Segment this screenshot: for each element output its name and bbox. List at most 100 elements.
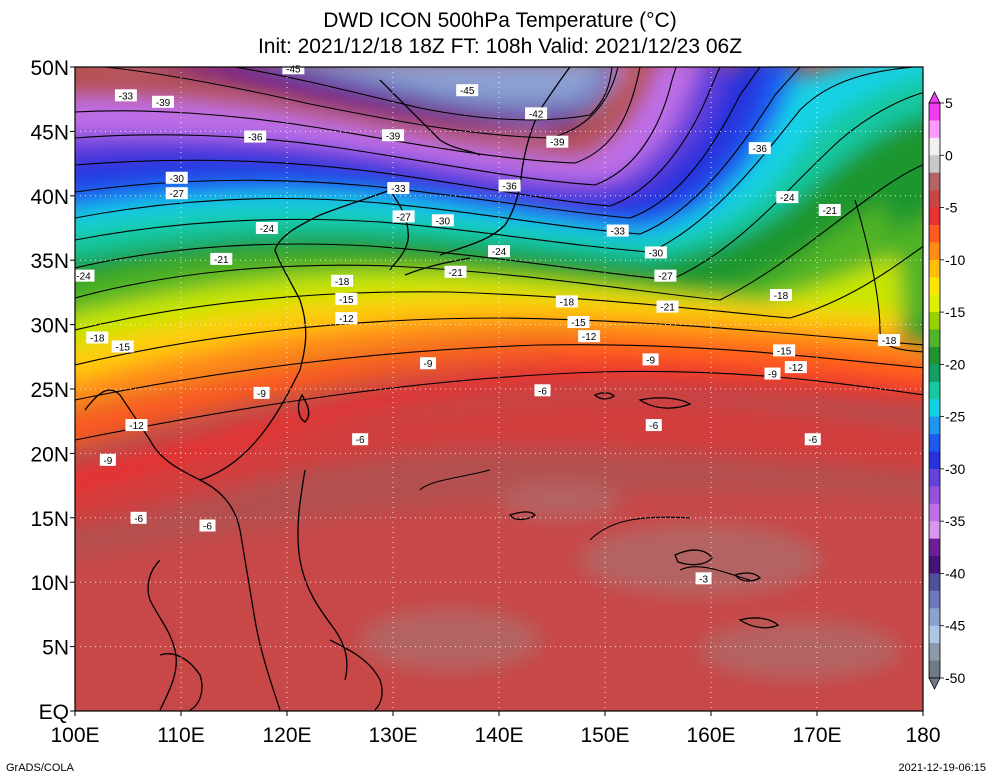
svg-text:-18: -18 xyxy=(560,297,575,308)
colorbar-label: -35 xyxy=(945,513,965,529)
contour-label: -21 xyxy=(656,300,679,314)
y-tick-label: 50N xyxy=(30,57,69,80)
contour-label: -15 xyxy=(773,344,796,357)
svg-text:-9: -9 xyxy=(768,370,777,381)
colorbar-swatch xyxy=(929,103,940,121)
x-tick-label: 170E xyxy=(792,724,841,747)
colorbar: 5 0 -5 -10 -15 -20 -25 -30 -35 -40 -45 -50 xyxy=(928,91,965,690)
map-subtitle: Init: 2021/12/18 18Z FT: 108h Valid: 202… xyxy=(257,35,743,58)
svg-text:-3: -3 xyxy=(699,574,708,585)
svg-text:-27: -27 xyxy=(396,212,411,223)
colorbar-label: -45 xyxy=(945,618,965,634)
svg-text:-15: -15 xyxy=(571,318,586,329)
coastlines xyxy=(84,67,780,711)
svg-text:-12: -12 xyxy=(129,421,144,432)
contour-label: -6 xyxy=(199,519,216,533)
colorbar-top-arrow xyxy=(928,91,941,104)
colorbar-swatch xyxy=(929,538,940,557)
svg-text:-6: -6 xyxy=(356,435,365,446)
svg-text:-18: -18 xyxy=(90,333,105,344)
colorbar-swatch xyxy=(929,207,940,226)
svg-text:-24: -24 xyxy=(260,224,275,235)
contour-label: -18 xyxy=(878,334,901,347)
contour-label: -3 xyxy=(695,572,712,585)
svg-text:-27: -27 xyxy=(170,189,185,200)
temperature-contours xyxy=(75,67,923,581)
y-tick-label: 45N xyxy=(30,121,69,144)
contour-label: -9 xyxy=(419,357,436,370)
colorbar-swatch xyxy=(929,660,940,679)
contour-label: -27 xyxy=(165,187,188,200)
contour-label: -6 xyxy=(645,419,662,432)
svg-text:-9: -9 xyxy=(424,359,433,370)
svg-text:-24: -24 xyxy=(780,193,795,204)
colorbar-swatch xyxy=(929,625,940,644)
contour-label: -21 xyxy=(210,252,233,266)
colorbar-swatch xyxy=(929,346,940,365)
colorbar-swatch xyxy=(929,172,940,191)
contour-label: -27 xyxy=(654,269,677,283)
svg-text:-12: -12 xyxy=(339,314,354,325)
colorbar-label: 5 xyxy=(945,95,953,111)
colorbar-swatch xyxy=(929,381,940,400)
svg-text:-18: -18 xyxy=(335,277,350,288)
contour-label: -39 xyxy=(382,129,404,142)
contour-label: -15 xyxy=(111,340,134,353)
colorbar-swatch xyxy=(929,434,940,452)
contour-label: -45 xyxy=(282,62,305,75)
svg-text:-30: -30 xyxy=(436,216,451,227)
contour-label: -36 xyxy=(748,142,771,155)
contour-label: -6 xyxy=(130,511,147,525)
contour-label: -21 xyxy=(818,203,841,217)
colorbar-swatch xyxy=(929,190,940,209)
colorbar-swatch xyxy=(929,294,940,313)
colorbar-swatch xyxy=(929,277,940,296)
contour-label: -9 xyxy=(253,386,270,400)
y-tick-label: 25N xyxy=(30,379,69,402)
colorbar-swatch xyxy=(929,364,940,383)
contour-label: -6 xyxy=(352,433,369,446)
contour-label: -24 xyxy=(255,222,278,235)
contour-label: -45 xyxy=(456,84,479,97)
y-tick-label: 40N xyxy=(30,186,69,209)
y-tick-label: 5N xyxy=(42,637,69,660)
svg-text:-18: -18 xyxy=(774,291,789,302)
contour-label: -12 xyxy=(335,312,358,325)
colorbar-swatch xyxy=(929,416,940,435)
colorbar-label: -50 xyxy=(945,670,965,686)
contour-label: -36 xyxy=(498,179,521,192)
svg-text:-42: -42 xyxy=(529,109,544,120)
y-tick-label: 10N xyxy=(30,572,69,595)
colorbar-swatch xyxy=(929,155,940,174)
contour-label: -12 xyxy=(784,361,807,374)
colorbar-label: -10 xyxy=(945,252,965,268)
x-tick-label: 120E xyxy=(262,724,311,747)
colorbar-label: 0 xyxy=(945,147,953,163)
svg-text:-6: -6 xyxy=(203,522,212,533)
x-tick-label: 100E xyxy=(50,724,99,747)
svg-text:-45: -45 xyxy=(460,86,475,97)
svg-text:-33: -33 xyxy=(391,184,406,195)
y-tick-label: 30N xyxy=(30,315,69,338)
svg-text:-30: -30 xyxy=(170,174,185,185)
svg-text:-12: -12 xyxy=(582,332,597,343)
contour-label: -9 xyxy=(764,367,781,381)
svg-text:-39: -39 xyxy=(550,138,565,149)
svg-text:-12: -12 xyxy=(789,363,804,374)
colorbar-swatch xyxy=(929,399,940,418)
contour-label: -18 xyxy=(331,274,354,288)
svg-text:-24: -24 xyxy=(492,247,507,258)
contour-label: -33 xyxy=(606,224,629,238)
y-tick-label: 15N xyxy=(30,508,69,531)
x-tick-label: 130E xyxy=(368,724,417,747)
colorbar-label: -25 xyxy=(945,409,965,425)
svg-text:-9: -9 xyxy=(257,389,266,400)
contour-label: -33 xyxy=(387,182,410,195)
contour-labels: -45 -45 -42 -39 -39 -39 -36 -36 -36 -33 -33 -33 -30 -… xyxy=(72,62,901,585)
svg-text:-27: -27 xyxy=(658,272,673,283)
svg-text:-24: -24 xyxy=(76,272,91,283)
temperature-field xyxy=(75,67,923,711)
y-axis-labels: EQ 5N 10N 15N 20N 25N 30N 35N 40N 45N 50N xyxy=(30,57,75,724)
colorbar-swatch xyxy=(929,590,940,609)
contour-label: -9 xyxy=(642,353,659,366)
